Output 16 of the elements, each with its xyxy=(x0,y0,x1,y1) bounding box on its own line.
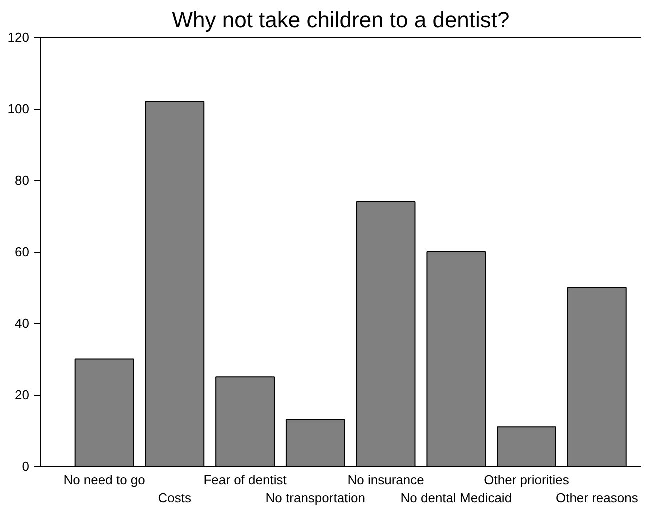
y-tick-label: 80 xyxy=(15,173,30,188)
x-tick-label: No need to go xyxy=(64,472,146,488)
x-tick-label: No transportation xyxy=(266,490,366,506)
x-tick-label: Costs xyxy=(158,490,192,506)
x-tick-label: No dental Medicaid xyxy=(400,490,512,506)
x-tick-label: Other reasons xyxy=(556,490,639,506)
x-tick-label: Fear of dentist xyxy=(204,472,288,488)
y-tick-label: 20 xyxy=(15,388,30,402)
x-tick-label: No insurance xyxy=(348,472,424,488)
y-tick-label: 40 xyxy=(15,316,30,331)
y-tick-label: 100 xyxy=(8,102,30,116)
y-tick-label: 0 xyxy=(22,459,30,474)
y-tick-label: 60 xyxy=(15,244,30,260)
chart-title: Why not take children to a dentist? xyxy=(172,8,510,32)
y-tick-label: 120 xyxy=(8,30,30,45)
x-tick-label: Other priorities xyxy=(484,472,570,488)
